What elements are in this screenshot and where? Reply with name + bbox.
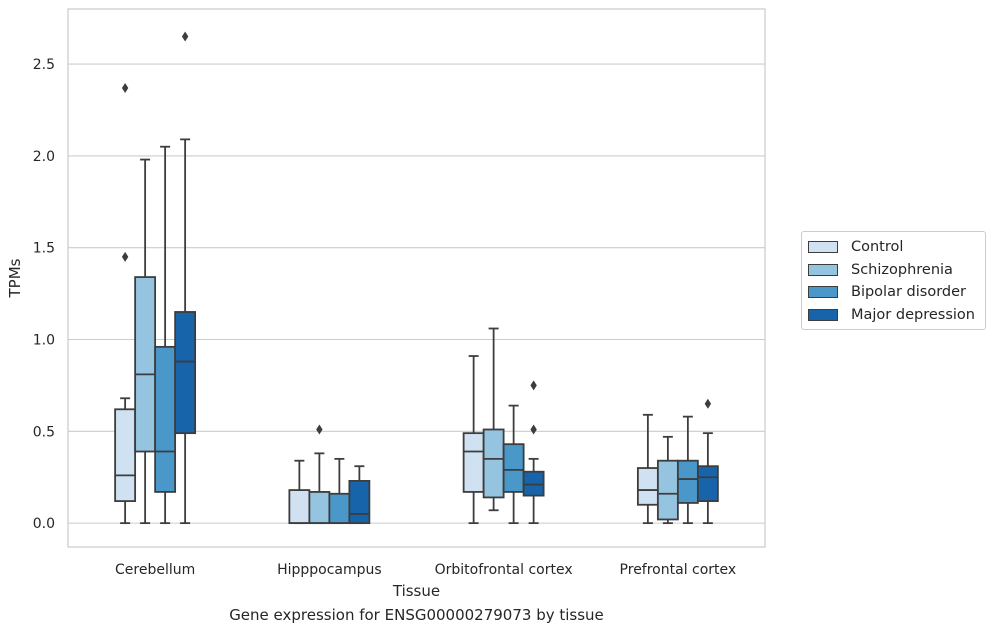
legend-swatch (808, 263, 838, 276)
box-body (676, 459, 699, 504)
legend-label: Bipolar disorder (851, 284, 966, 301)
legend-label: Control (851, 239, 904, 256)
legend-item: Control (802, 236, 985, 259)
y-axis-label: TPMs (6, 258, 24, 298)
plot-area-frame (67, 8, 766, 548)
legend-swatch (808, 308, 838, 321)
box-bipolar-disorder (154, 145, 177, 525)
outlier-point (316, 424, 323, 435)
box-major-depression (522, 380, 545, 525)
outlier-point (121, 251, 129, 262)
x-tick-label: Orbitofrontal cortex (435, 562, 573, 578)
x-axis-label: Tissue (392, 582, 440, 600)
box-body (328, 492, 351, 525)
outlier-point (121, 82, 129, 93)
box-body (482, 428, 505, 499)
box-body (656, 459, 679, 521)
box-body (502, 443, 525, 493)
outlier-point (704, 398, 712, 409)
axis-ticks: 0.0 0.5 1.0 1.5 2.0 2.5 Cerebellum Hipppocampus… (33, 57, 736, 578)
y-tick-label: 1.5 (33, 241, 55, 257)
legend-item: Major depression (802, 304, 985, 327)
box-bipolar-disorder (328, 457, 351, 525)
box-body (636, 467, 659, 506)
box-schizophrenia (134, 158, 157, 525)
box-groups (114, 31, 719, 525)
legend: Control Schizophrenia Bipolar disorder Majo… (801, 231, 986, 330)
outlier-point (181, 31, 189, 42)
box-body (348, 479, 371, 525)
box-body (522, 470, 545, 497)
box-body (154, 345, 177, 493)
box-control (288, 459, 311, 525)
x-tick-label: Cerebellum (115, 562, 195, 578)
box-schizophrenia (482, 327, 505, 512)
x-tick-label: Hipppocampus (277, 562, 382, 578)
box-schizophrenia (656, 435, 679, 525)
y-tick-label: 1.0 (33, 333, 55, 349)
box-body (462, 432, 485, 493)
legend-label: Schizophrenia (851, 261, 953, 278)
y-tick-label: 0.5 (33, 424, 55, 440)
box-body (134, 276, 157, 453)
box-schizophrenia (308, 424, 331, 525)
y-tick-label: 0.0 (33, 516, 55, 532)
outlier-point (530, 380, 537, 391)
box-body (174, 311, 197, 435)
box-control (114, 82, 137, 525)
x-tick-label: Prefrontal cortex (620, 562, 737, 578)
legend-item: Schizophrenia (802, 259, 985, 282)
box-bipolar-disorder (502, 404, 525, 525)
box-major-depression (348, 465, 371, 525)
box-control (462, 355, 485, 525)
box-body (696, 465, 719, 502)
outlier-point (530, 424, 537, 435)
box-body (114, 408, 137, 502)
legend-swatch (808, 241, 838, 254)
legend-swatch (808, 286, 838, 299)
box-body (308, 491, 331, 525)
box-bipolar-disorder (676, 415, 699, 525)
y-tick-label: 2.5 (33, 57, 55, 73)
legend-label: Major depression (851, 306, 975, 323)
box-major-depression (696, 398, 719, 525)
legend-item: Bipolar disorder (802, 281, 985, 304)
box-body (288, 489, 311, 525)
chart-caption: Gene expression for ENSG00000279073 by t… (229, 606, 604, 624)
y-tick-label: 2.0 (33, 149, 55, 165)
box-major-depression (174, 31, 197, 525)
